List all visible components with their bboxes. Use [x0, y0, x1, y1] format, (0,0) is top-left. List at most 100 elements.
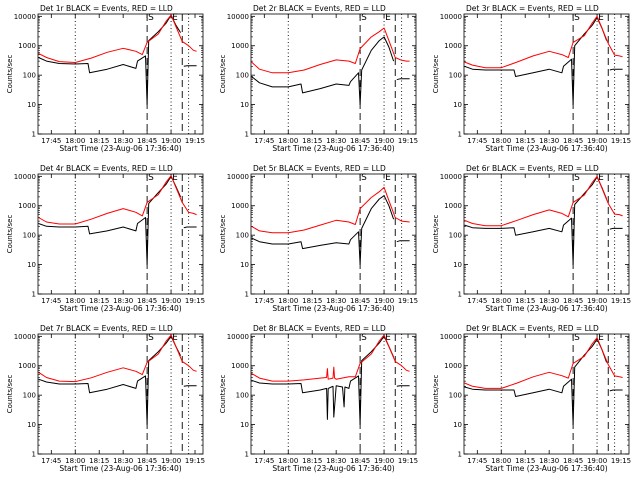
- x-tick-label: 18:30: [113, 457, 133, 465]
- x-tick-label: 18:00: [491, 297, 511, 305]
- series-segment: [38, 175, 197, 225]
- series-segment: [464, 15, 623, 69]
- x-tick-label: 18:30: [539, 297, 559, 305]
- start-marker: S: [574, 173, 580, 183]
- series-segment: [38, 334, 197, 383]
- end-marker: E: [598, 333, 604, 343]
- y-tick-label: 1000: [18, 362, 36, 370]
- series-segment: [464, 17, 608, 106]
- y-tick-label: 1: [245, 291, 249, 299]
- y-axis-label: Counts/sec: [6, 215, 14, 254]
- x-tick-label: 18:00: [278, 137, 298, 145]
- x-tick-label: 17:45: [467, 297, 487, 305]
- series-lld-line: [464, 337, 623, 389]
- chart-panel-9: Det 9r BLACK = Events, RED = LLD 1 10 100 10…: [432, 324, 631, 473]
- plot-frame: [250, 173, 417, 295]
- x-tick-label: 17:45: [254, 457, 274, 465]
- y-tick-label: 10: [27, 421, 36, 429]
- y-axis-label: Counts/sec: [432, 375, 440, 414]
- end-marker: E: [598, 173, 604, 183]
- chart-panel-6: Det 6r BLACK = Events, RED = LLD 1 10 100 10…: [432, 164, 631, 313]
- chart-panel-4: Det 4r BLACK = Events, RED = LLD 1 10 100 10…: [6, 164, 205, 313]
- chart-title: Det 3r BLACK = Events, RED = LLD: [466, 4, 599, 13]
- x-tick-label: 18:15: [89, 457, 109, 465]
- x-tick-label: 19:15: [185, 137, 205, 145]
- y-tick-label: 1000: [444, 362, 462, 370]
- x-tick-label: 18:00: [65, 457, 85, 465]
- y-tick-label: 1000: [231, 362, 249, 370]
- plot-frame: [37, 173, 204, 295]
- x-axis-label: Start Time (23-Aug-06 17:36:40): [59, 464, 181, 473]
- y-tick-label: 100: [23, 392, 36, 400]
- y-tick-label: 100: [449, 232, 462, 240]
- x-tick-label: 18:45: [563, 297, 583, 305]
- series-lld-line: [251, 334, 410, 382]
- series-events-line: [38, 175, 197, 266]
- y-tick-label: 100: [236, 72, 249, 80]
- y-axis-label: Counts/sec: [6, 375, 14, 414]
- y-tick-label: 10000: [440, 13, 462, 21]
- x-tick-label: 18:30: [326, 137, 346, 145]
- end-marker: E: [385, 333, 391, 343]
- chart-panel-7: Det 7r BLACK = Events, RED = LLD 1 10 100 10…: [6, 324, 205, 473]
- start-marker: S: [361, 173, 367, 183]
- y-tick-label: 1: [32, 291, 36, 299]
- y-tick-label: 1000: [231, 202, 249, 210]
- y-tick-label: 10: [453, 261, 462, 269]
- x-tick-label: 18:45: [350, 137, 370, 145]
- y-axis-label: Counts/sec: [219, 215, 227, 254]
- x-tick-label: 18:30: [326, 297, 346, 305]
- series-segment: [464, 337, 623, 389]
- end-marker: E: [172, 13, 178, 23]
- x-axis-label: Start Time (23-Aug-06 17:36:40): [485, 144, 607, 153]
- chart-title: Det 4r BLACK = Events, RED = LLD: [40, 164, 173, 173]
- x-tick-label: 18:15: [302, 457, 322, 465]
- plot-frame: [250, 13, 417, 135]
- chart-title: Det 6r BLACK = Events, RED = LLD: [466, 164, 599, 173]
- y-tick-label: 10: [27, 101, 36, 109]
- x-tick-label: 18:15: [515, 137, 535, 145]
- x-tick-label: 17:45: [467, 457, 487, 465]
- chart-panel-3: Det 3r BLACK = Events, RED = LLD 1 10 100 10…: [432, 4, 631, 153]
- x-tick-label: 19:00: [587, 457, 607, 465]
- x-tick-label: 19:15: [398, 457, 418, 465]
- start-marker: S: [574, 13, 580, 23]
- series-segment: [251, 27, 410, 74]
- x-tick-label: 19:15: [611, 297, 631, 305]
- x-tick-label: 18:00: [491, 457, 511, 465]
- x-tick-label: 18:45: [137, 457, 157, 465]
- x-tick-label: 18:30: [113, 137, 133, 145]
- x-axis-label: Start Time (23-Aug-06 17:36:40): [272, 304, 394, 313]
- series-segment: [38, 175, 182, 266]
- x-tick-label: 18:00: [278, 457, 298, 465]
- y-tick-label: 10: [240, 261, 249, 269]
- series-segment: [464, 175, 623, 227]
- x-tick-label: 19:00: [374, 457, 394, 465]
- x-tick-label: 19:00: [587, 137, 607, 145]
- y-axis-label: Counts/sec: [219, 55, 227, 94]
- x-tick-label: 18:00: [65, 297, 85, 305]
- y-tick-label: 1000: [444, 202, 462, 210]
- start-marker: S: [361, 13, 367, 23]
- x-axis-label: Start Time (23-Aug-06 17:36:40): [59, 304, 181, 313]
- x-tick-label: 18:45: [350, 457, 370, 465]
- chart-title: Det 5r BLACK = Events, RED = LLD: [253, 164, 386, 173]
- x-tick-label: 19:00: [374, 137, 394, 145]
- y-tick-label: 100: [236, 392, 249, 400]
- y-tick-label: 10000: [227, 13, 249, 21]
- x-tick-label: 17:45: [254, 297, 274, 305]
- chart-title: Det 8r BLACK = Events, RED = LLD: [253, 324, 386, 333]
- x-tick-label: 18:45: [563, 137, 583, 145]
- y-tick-label: 1: [458, 131, 462, 139]
- y-axis-label: Counts/sec: [219, 375, 227, 414]
- chart-panel-5: Det 5r BLACK = Events, RED = LLD 1 10 100 10…: [219, 164, 418, 313]
- series-segment: [464, 338, 608, 426]
- plot-frame: [37, 333, 204, 455]
- y-axis-label: Counts/sec: [432, 55, 440, 94]
- chart-title: Det 9r BLACK = Events, RED = LLD: [466, 324, 599, 333]
- y-tick-label: 10: [240, 421, 249, 429]
- x-tick-label: 18:15: [89, 137, 109, 145]
- series-segment: [251, 186, 410, 234]
- series-segment: [609, 68, 623, 71]
